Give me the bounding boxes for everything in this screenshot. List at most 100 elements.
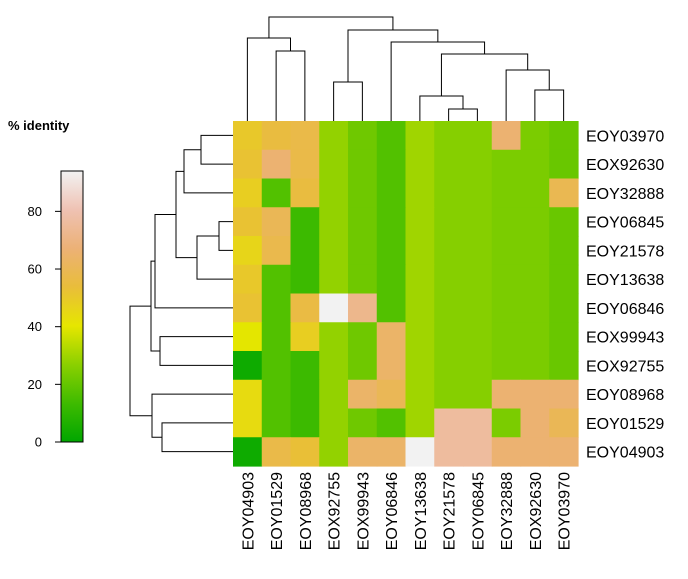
heatmap-cell [405,351,435,381]
heatmap-cell [549,149,579,180]
heatmap-cell [290,121,320,151]
heatmap-cell [319,207,349,237]
heatmap-cell [520,207,550,237]
heatmap-cell [405,379,435,410]
heatmap-cell [233,121,263,151]
heatmap-cell [405,264,435,295]
heatmap-cell [405,293,435,323]
heatmap-cell [491,293,522,323]
heatmap-cell [520,293,550,323]
row-label: EOY04903 [586,445,664,462]
legend-color-bar [60,170,84,443]
dendrogram-branch [448,108,478,121]
heatmap-cell [549,264,579,295]
dendrogram-branch [218,221,233,251]
heatmap-cell [376,178,407,208]
heatmap-cell [520,121,550,151]
legend-tick-label: 40 [28,319,42,334]
heatmap-cell [463,293,493,323]
column-label: EOY01529 [269,472,286,550]
row-label: EOY03970 [586,128,664,145]
heatmap-cell [491,322,522,352]
heatmap-cell [261,322,292,352]
heatmap-cell [463,121,493,151]
column-label: EOY32888 [499,472,516,550]
heatmap-cell [405,149,435,180]
heatmap-cells [233,121,579,467]
row-label: EOY08968 [586,387,664,404]
heatmap-cell [491,351,522,381]
dendrogram-branch [268,16,394,38]
row-label: EOY06845 [586,215,664,232]
heatmap-cell [491,437,522,467]
dendrogram-branch [505,69,550,121]
dendrogram-branch [440,53,529,96]
heatmap-cell [319,236,349,266]
column-dendrogram [246,16,565,121]
heatmap-cell [520,264,550,295]
legend-tick-label: 20 [28,377,42,392]
heatmap-cell [463,379,493,410]
heatmap-cell [233,437,263,467]
heatmap-cell [549,236,579,266]
heatmap-cell [405,322,435,352]
heatmap-cell [319,437,349,467]
column-label: EOY06845 [470,472,487,550]
heatmap-cell [290,351,320,381]
heatmap-cell [348,207,378,237]
row-labels: EOY03970 EOX92630 EOY32888 EOY06845 EOY21578… [586,128,664,461]
heatmap-cell [376,437,407,467]
heatmap-cell [491,121,522,151]
heatmap-cell [376,379,407,410]
dendrogram-branch [200,134,233,165]
column-label: EOY13638 [413,472,430,550]
heatmap-cell [376,121,407,151]
heatmap-cell [261,351,292,381]
heatmap-cell [520,178,550,208]
heatmap-cell [405,408,435,438]
dendrogram-branch [183,149,233,194]
row-label: EOY21578 [586,243,664,260]
heatmap-cell [549,207,579,237]
heatmap-cell [261,408,292,438]
heatmap-cell [491,264,522,295]
heatmap-cell [290,178,320,208]
heatmap-cell [376,351,407,381]
heatmap-cell [261,121,292,151]
row-label: EOX92755 [586,358,664,375]
heatmap-cell [434,207,464,237]
heatmap-cell [261,236,292,266]
heatmap-cell [261,264,292,295]
legend-tick-label: 80 [28,204,42,219]
heatmap-cell [261,178,292,208]
heatmap-cell [233,322,263,352]
heatmap-cell [520,437,550,467]
heatmap-cell [434,408,464,438]
heatmap-cell [549,293,579,323]
heatmap-cell [376,408,407,438]
heatmap-cell [290,408,320,438]
column-label: EOY21578 [442,472,459,550]
heatmap-cell [520,149,550,180]
heatmap-cell [491,178,522,208]
heatmap-cell [463,207,493,237]
heatmap-cell [319,293,349,323]
heatmap-cell [463,408,493,438]
dendrogram-branch [159,336,233,366]
heatmap-cell [549,437,579,467]
heatmap-cell [520,408,550,438]
heatmap-cell [348,293,378,323]
heatmap-cell [233,408,263,438]
dendrogram-branch [196,235,233,280]
heatmap-cell [405,207,435,237]
heatmap-cell [233,236,263,266]
heatmap-cell [376,264,407,295]
heatmap-cell [290,379,320,410]
column-label: EOY08968 [298,472,315,550]
column-label: EOX92755 [327,472,344,550]
column-label: EOY03970 [557,472,574,550]
heatmap-cell [319,351,349,381]
heatmap-cell [290,264,320,295]
heatmap-cell [520,379,550,410]
